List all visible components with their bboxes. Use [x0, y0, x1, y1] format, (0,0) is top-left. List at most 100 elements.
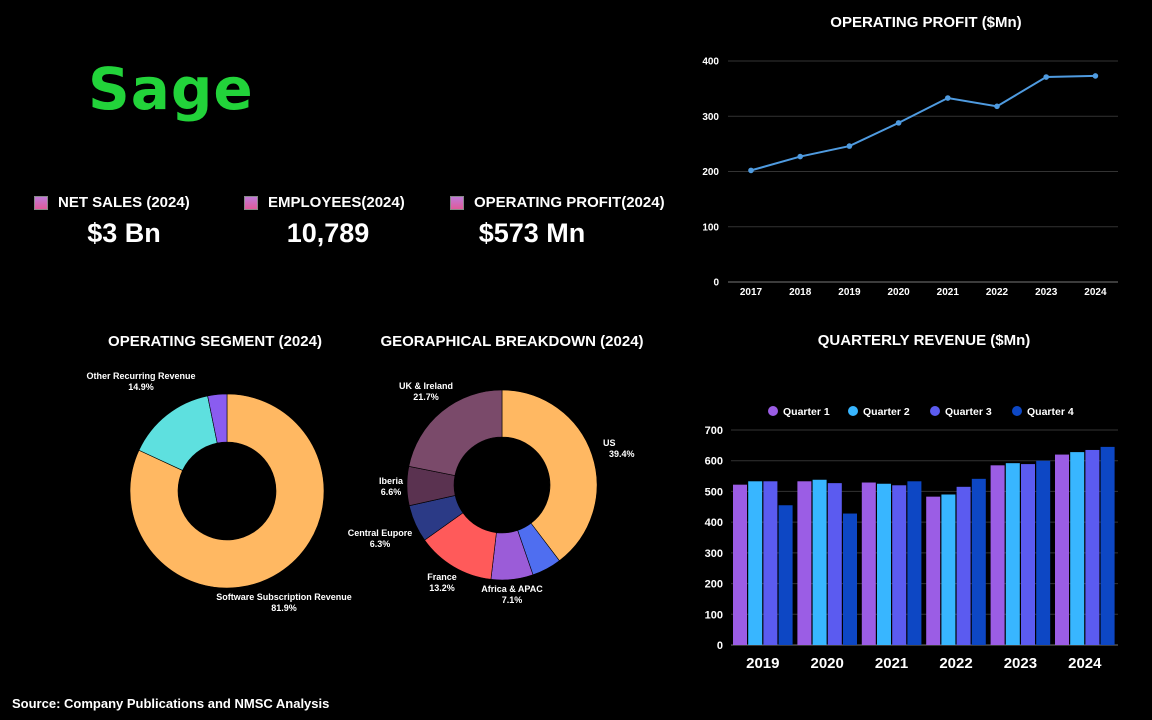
slice-percent-label: 81.9% [271, 603, 297, 613]
x-tick-label: 2024 [1084, 287, 1107, 298]
source-note: Source: Company Publications and NMSC An… [12, 696, 330, 711]
revenue-bar [861, 482, 876, 645]
y-tick-label: 500 [705, 486, 723, 498]
revenue-bar [971, 478, 986, 645]
y-tick-label: 200 [705, 579, 723, 591]
slice-label: France [427, 572, 457, 582]
quarterly-revenue-bar-chart: 0 100 200 300 400 500 600 700 2019 2020 2021 2022 20… [705, 406, 1118, 672]
slice-percent-label: 7.1% [502, 595, 523, 605]
revenue-bar [877, 483, 891, 645]
kpi-net-sales-value: $3 Bn [87, 218, 161, 248]
profit-series-line [750, 74, 1096, 172]
y-tick-label: 300 [702, 112, 719, 123]
revenue-bar [778, 505, 793, 645]
slice-percent-label: 21.7% [413, 392, 439, 402]
revenue-bar [1021, 464, 1035, 645]
operating-profit-title: OPERATING PROFIT ($Mn) [830, 14, 1022, 31]
kpi-marker-icon [450, 195, 464, 210]
profit-point [1092, 73, 1099, 79]
legend-label: Quarter 2 [863, 406, 910, 418]
kpi-marker-icon [34, 195, 48, 210]
revenue-bar [812, 479, 827, 645]
quarterly-revenue-title: QUARTERLY REVENUE ($Mn) [817, 332, 1031, 349]
y-tick-label: 200 [702, 167, 719, 178]
x-tick-label: 2020 [887, 287, 910, 298]
donut-slice [501, 389, 598, 562]
y-tick-label: 400 [702, 57, 719, 68]
geo-breakdown-title: GEORAPHICAL BREAKDOWN (2024) [380, 333, 644, 350]
x-tick-label: 2021 [937, 287, 960, 298]
profit-point [994, 103, 1000, 110]
x-category-label: 2020 [811, 655, 844, 672]
legend-marker [848, 406, 858, 416]
y-tick-label: 100 [702, 222, 719, 233]
x-tick-label: 2018 [789, 287, 812, 298]
x-category-label: 2024 [1068, 655, 1102, 672]
revenue-bar [956, 486, 971, 645]
revenue-bar [1055, 454, 1069, 645]
slice-label: Central Eupore [348, 528, 413, 538]
slice-label: UK & Ireland [399, 381, 453, 391]
revenue-bar [763, 481, 778, 645]
legend-marker [930, 406, 940, 416]
revenue-bar [827, 483, 842, 645]
revenue-bar [941, 494, 956, 645]
kpi-employees-value: 10,789 [286, 218, 370, 248]
revenue-bar [733, 484, 747, 645]
y-tick-label: 300 [705, 548, 723, 560]
y-tick-label: 100 [705, 609, 723, 621]
legend-marker [768, 406, 778, 416]
slice-percent-label: 6.3% [370, 539, 391, 549]
legend-label: Quarter 4 [1027, 406, 1074, 418]
slice-label: Software Subscription Revenue [216, 592, 352, 602]
y-tick-label: 600 [705, 456, 723, 468]
profit-point [1043, 74, 1049, 80]
x-tick-label: 2023 [1035, 287, 1058, 298]
donut-slice [207, 393, 228, 444]
kpi-net-sales-label: NET SALES (2024) [34, 194, 190, 211]
kpi-employees-label-text: EMPLOYEES(2024) [268, 194, 405, 211]
legend-label: Quarter 3 [945, 406, 992, 418]
slice-label: Other Recurring Revenue [86, 371, 195, 381]
legend-marker [1012, 406, 1022, 416]
kpi-operating-profit-label: OPERATING PROFIT(2024) [450, 194, 665, 211]
slice-percent-label: 6.6% [381, 487, 402, 497]
revenue-bar [1070, 452, 1085, 645]
slice-percent-label: 14.9% [128, 382, 154, 392]
revenue-bar [1100, 446, 1115, 645]
revenue-bar [843, 513, 857, 645]
kpi-employees-label: EMPLOYEES(2024) [244, 194, 405, 211]
donut-slice [408, 389, 503, 476]
slice-percent-label: 13.2% [429, 583, 455, 593]
operating-segment-title: OPERATING SEGMENT (2024) [108, 333, 322, 350]
donut-slice [129, 393, 325, 589]
y-tick-label: 400 [705, 517, 723, 529]
revenue-bar [748, 481, 763, 645]
slice-label: US [603, 438, 616, 448]
kpi-operating-profit-value: $573 Mn [478, 218, 586, 248]
x-tick-label: 2019 [838, 287, 861, 298]
profit-point [748, 167, 754, 174]
x-tick-label: 2022 [986, 287, 1009, 298]
profit-point [895, 120, 902, 126]
profit-point [797, 153, 803, 160]
revenue-bar [797, 481, 812, 645]
revenue-bar [1085, 449, 1100, 645]
kpi-net-sales-label-text: NET SALES (2024) [58, 194, 190, 211]
y-tick-label: 0 [717, 640, 723, 652]
profit-point [846, 143, 853, 149]
kpi-marker-icon [244, 195, 258, 210]
slice-label: Iberia [379, 476, 404, 486]
revenue-bar [892, 485, 907, 645]
operating-profit-line-chart: 0 100 200 300 400 2017 2018 2019 2020 2021 2022 202… [702, 57, 1118, 298]
profit-point [945, 95, 951, 101]
x-tick-label: 2017 [740, 287, 763, 298]
x-category-label: 2023 [1004, 655, 1037, 672]
kpi-operating-profit-label-text: OPERATING PROFIT(2024) [474, 194, 665, 211]
y-tick-label: 700 [705, 425, 723, 437]
revenue-bar [990, 465, 1005, 645]
legend-label: Quarter 1 [783, 406, 830, 418]
